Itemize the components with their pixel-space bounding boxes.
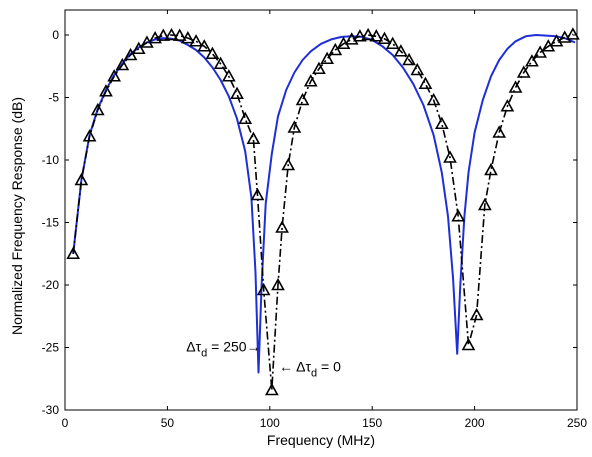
annotation-symbol: Δτ	[296, 358, 311, 374]
triangle-marker	[385, 36, 400, 50]
x-tick-label: 0	[62, 416, 69, 430]
triangle-marker	[82, 129, 97, 142]
triangle-marker	[238, 111, 253, 125]
annotation-symbol: Δτ	[186, 338, 201, 354]
triangle-marker	[107, 69, 122, 82]
y-tick-label: -5	[48, 91, 59, 105]
triangle-marker	[353, 29, 367, 42]
triangle-marker	[484, 162, 498, 176]
annotations: Δτd = 250→← Δτd = 0	[186, 338, 341, 379]
triangle-marker	[181, 30, 195, 44]
triangle-marker	[508, 80, 523, 93]
triangle-marker	[287, 120, 302, 133]
triangle-marker	[320, 51, 334, 65]
y-axis-title: Normalized Frequency Response (dB)	[9, 97, 25, 335]
plot-area	[66, 27, 580, 396]
triangle-marker	[469, 307, 484, 321]
triangle-marker	[246, 131, 261, 145]
triangle-marker	[74, 172, 89, 186]
triangle-marker	[533, 45, 547, 58]
triangle-marker	[492, 125, 507, 138]
triangle-marker	[164, 27, 179, 41]
triangle-marker	[221, 69, 236, 82]
annotation-value: = 0	[317, 358, 341, 374]
triangle-marker	[477, 197, 492, 211]
triangle-marker	[394, 44, 408, 57]
triangle-marker	[148, 30, 162, 44]
triangle-marker	[256, 282, 271, 296]
triangle-marker	[271, 277, 285, 291]
triangle-marker	[295, 92, 310, 106]
triangle-marker	[369, 29, 384, 42]
annotation-subscript: d	[311, 367, 317, 379]
triangle-marker	[377, 31, 392, 45]
triangle-marker	[156, 28, 171, 41]
triangle-marker	[461, 337, 476, 351]
triangle-marker	[123, 47, 138, 61]
triangle-marker	[566, 27, 580, 40]
y-tick-label: -25	[42, 341, 60, 355]
triangle-marker	[131, 41, 146, 55]
delay-annotation-2: ← Δτd = 0	[279, 358, 341, 379]
triangle-marker	[213, 56, 228, 70]
y-tick-label: -10	[42, 153, 60, 167]
triangle-marker	[344, 32, 359, 45]
annotation-arrow: →	[247, 338, 261, 354]
triangle-marker	[281, 157, 296, 171]
triangle-marker	[525, 54, 539, 67]
y-tick-label: -30	[42, 403, 60, 417]
y-tick-label: -20	[42, 278, 60, 292]
triangle-marker	[115, 57, 130, 71]
triangle-marker	[172, 28, 187, 41]
triangle-marker	[402, 52, 416, 66]
triangle-marker	[230, 86, 244, 100]
x-tick-label: 250	[567, 416, 587, 430]
triangle-marker	[250, 187, 265, 201]
x-tick-label: 100	[260, 416, 280, 430]
triangle-marker	[500, 99, 515, 112]
annotation-subscript: d	[201, 347, 207, 359]
x-tick-label: 200	[465, 416, 485, 430]
triangle-marker	[361, 27, 375, 41]
triangle-marker	[516, 65, 531, 78]
triangle-marker	[197, 39, 212, 52]
triangle-marker	[426, 92, 441, 106]
x-tick-label: 150	[362, 416, 382, 430]
triangle-marker	[264, 382, 279, 396]
x-tick-label: 50	[161, 416, 175, 430]
triangle-marker	[189, 34, 203, 47]
axes: 0 50 100 150 200 250 0 -5 -10 -15 -20 -25 -30	[42, 10, 587, 430]
triangle-marker	[418, 76, 433, 90]
triangle-marker	[275, 220, 289, 233]
triangle-marker	[557, 30, 572, 43]
annotation-arrow: ←	[279, 358, 296, 374]
y-tick-label: -15	[42, 216, 60, 230]
triangle-marker	[443, 150, 457, 163]
triangle-marker	[410, 62, 425, 76]
y-tick-label: 0	[52, 28, 59, 42]
triangle-marker	[99, 84, 113, 97]
annotation-value: = 250	[207, 338, 247, 354]
delay-annotation-1: Δτd = 250→	[186, 338, 260, 359]
triangle-marker	[434, 116, 449, 130]
plot-frame	[64, 9, 578, 411]
triangle-marker	[328, 42, 343, 56]
triangle-marker	[312, 61, 326, 75]
triangle-marker	[303, 74, 318, 87]
x-axis-title: Frequency (MHz)	[267, 432, 375, 448]
triangle-marker	[451, 209, 466, 222]
triangle-marker	[66, 246, 81, 260]
triangle-marker	[205, 46, 220, 60]
triangle-marker	[90, 102, 105, 116]
